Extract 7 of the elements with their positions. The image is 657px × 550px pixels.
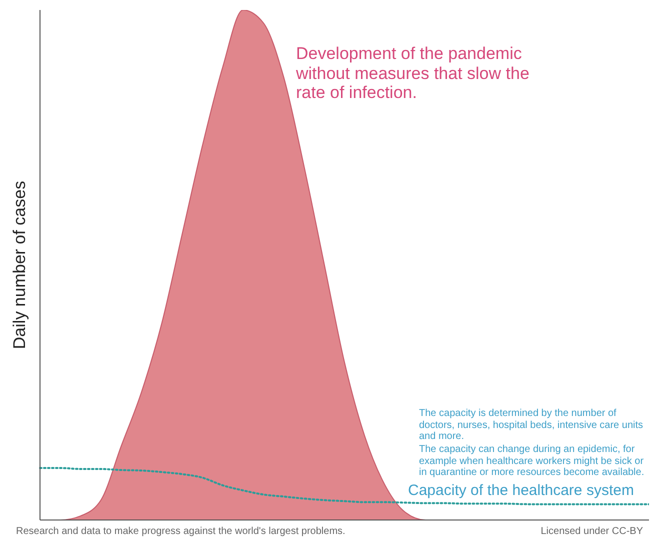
annotation: The capacity is determined by the number of doctors, nurses, hospital beds, intensive care units and more.	[419, 408, 644, 442]
text: Research and data to make progress against the world's largest problems.	[16, 526, 346, 538]
annotation: The capacity can change during an epidemic, for example when healthcare workers might be sick or in quarantine or more resources become available.	[419, 444, 646, 478]
series-label: Development of the pandemic without measures that slow the rate of infection.	[296, 44, 530, 103]
y-axis-title: Daily number of cases	[10, 180, 30, 350]
text: Licensed under CC-BY	[540, 526, 643, 538]
series-label: Capacity of the healthcare system	[408, 482, 635, 500]
